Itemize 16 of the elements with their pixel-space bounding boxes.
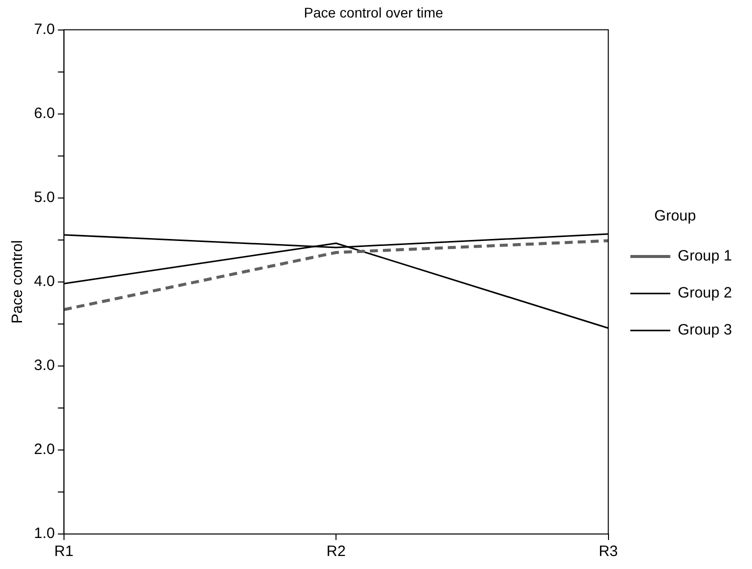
y-tick-label: 2.0 bbox=[34, 441, 55, 458]
x-tick-label: R3 bbox=[598, 543, 618, 560]
y-tick-label: 1.0 bbox=[34, 525, 55, 542]
x-tick-label: R1 bbox=[54, 543, 74, 560]
y-tick-label: 6.0 bbox=[34, 104, 55, 122]
chart-title: Pace control over time bbox=[304, 4, 444, 20]
legend-title: Group bbox=[654, 208, 696, 225]
y-tick-label: 4.0 bbox=[34, 273, 55, 290]
legend-label: Group 1 bbox=[678, 248, 732, 265]
y-tick-label: 3.0 bbox=[34, 357, 55, 374]
y-tick-label: 7.0 bbox=[34, 20, 55, 38]
y-tick-label: 5.0 bbox=[34, 189, 55, 206]
y-axis-title: Pace control bbox=[9, 240, 26, 324]
legend-label: Group 2 bbox=[678, 284, 732, 302]
legend-label: Group 3 bbox=[678, 322, 732, 339]
x-tick-label: R2 bbox=[326, 543, 346, 560]
